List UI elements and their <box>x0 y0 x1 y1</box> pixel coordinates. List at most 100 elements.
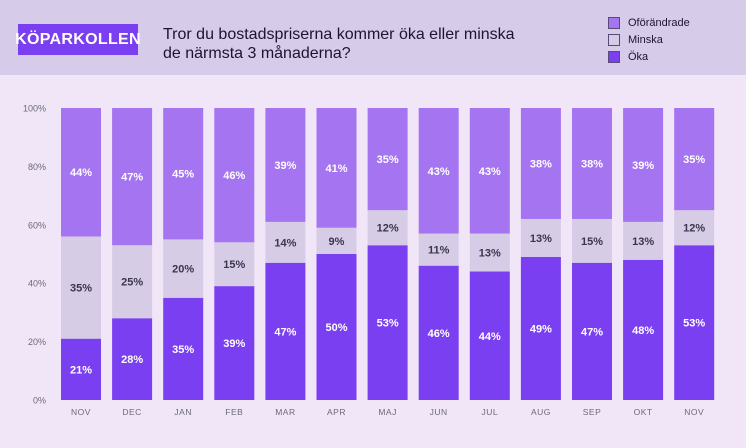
bar-segment-oka <box>214 286 255 400</box>
legend-item-oka: Öka <box>608 48 690 65</box>
data-label-minska: 20% <box>172 264 194 276</box>
x-tick-label: NOV <box>71 407 91 417</box>
data-label-oka: 53% <box>377 318 399 330</box>
y-tick-label: 60% <box>28 220 46 230</box>
bar-segment-oforandrade <box>623 108 664 222</box>
data-label-oka: 35% <box>172 344 194 356</box>
x-tick-label: OKT <box>634 407 653 417</box>
bar-segment-minska <box>265 221 306 263</box>
legend-swatch-minska <box>608 33 620 46</box>
data-label-oka: 44% <box>479 331 501 343</box>
bar-segment-minska <box>674 210 715 246</box>
x-tick-label: JUN <box>430 407 448 417</box>
data-label-minska: 15% <box>223 259 245 271</box>
bar-segment-oforandrade <box>112 108 153 246</box>
data-label-oforandrade: 38% <box>530 158 552 170</box>
bar-segment-minska <box>572 218 612 263</box>
data-label-oforandrade: 41% <box>325 163 347 175</box>
y-tick-label: 20% <box>28 337 46 347</box>
data-label-oforandrade: 44% <box>70 167 92 179</box>
bar-segment-minska <box>163 239 204 298</box>
data-label-oforandrade: 35% <box>377 154 399 166</box>
chart-title: Tror du bostadspriserna kommer öka eller… <box>163 25 563 63</box>
bar-segment-oforandrade <box>61 108 101 237</box>
y-tick-label: 100% <box>23 104 46 114</box>
x-tick-label: JUL <box>481 407 498 417</box>
data-label-oka: 39% <box>223 338 245 350</box>
legend-item-minska: Minska <box>608 31 690 48</box>
bar-segment-oforandrade <box>367 108 408 211</box>
bar-segment-oka <box>367 245 408 400</box>
bar-segment-oka <box>61 338 101 400</box>
data-label-minska: 13% <box>479 248 501 260</box>
legend-swatch-oka <box>608 50 620 63</box>
chart-title-line-2: de närmsta 3 månaderna? <box>163 45 351 62</box>
data-label-oforandrade: 39% <box>274 160 296 172</box>
bar-segment-oka <box>674 245 715 400</box>
bar-segment-oforandrade <box>572 108 612 219</box>
bar-segment-minska <box>112 245 153 319</box>
brand-badge: KÖPARKOLLEN <box>15 24 141 55</box>
data-label-oforandrade: 38% <box>581 158 603 170</box>
data-label-minska: 15% <box>581 236 603 248</box>
data-label-oka: 47% <box>581 326 603 338</box>
bar-segment-oforandrade <box>163 108 204 240</box>
y-tick-label: 80% <box>28 162 46 172</box>
data-label-oka: 53% <box>683 318 705 330</box>
chart-title-line-1: Tror du bostadspriserna kommer öka eller… <box>163 26 515 43</box>
x-tick-label: APR <box>327 407 346 417</box>
x-tick-label: FEB <box>225 407 243 417</box>
bar-segment-minska <box>418 233 459 266</box>
bar-segment-oforandrade <box>674 108 715 211</box>
data-label-minska: 13% <box>530 233 552 245</box>
legend-item-oforandrade: Oförändrade <box>608 14 690 31</box>
data-label-minska: 13% <box>632 236 654 248</box>
bar-segment-minska <box>61 236 101 339</box>
data-label-oforandrade: 46% <box>223 170 245 182</box>
data-label-minska: 12% <box>377 223 399 235</box>
data-label-minska: 14% <box>274 237 296 249</box>
bar-segment-oka <box>572 262 612 400</box>
x-tick-label: SEP <box>583 407 602 417</box>
legend-swatch-oforandrade <box>608 16 620 29</box>
bar-segment-oka <box>316 254 357 400</box>
bar-segment-minska <box>623 221 664 260</box>
data-label-oforandrade: 43% <box>428 166 450 178</box>
data-label-oka: 48% <box>632 325 654 337</box>
data-label-oforandrade: 35% <box>683 154 705 166</box>
legend: Oförändrade Minska Öka <box>608 14 690 65</box>
data-label-oka: 28% <box>121 354 143 366</box>
bar-segment-oforandrade <box>214 108 255 243</box>
data-label-oforandrade: 47% <box>121 172 143 184</box>
x-tick-label: MAR <box>275 407 295 417</box>
bar-segment-oka <box>469 271 510 400</box>
bar-segment-oforandrade <box>265 108 306 222</box>
data-label-minska: 25% <box>121 277 143 289</box>
bar-segment-oka <box>520 256 561 400</box>
data-label-oka: 50% <box>325 322 347 334</box>
legend-label-minska: Minska <box>628 33 663 46</box>
header-band: KÖPARKOLLEN Tror du bostadspriserna komm… <box>0 0 746 75</box>
bar-segment-oforandrade <box>520 108 561 219</box>
bar-segment-oforandrade <box>469 108 510 234</box>
data-label-oka: 21% <box>70 364 92 376</box>
bar-segment-minska <box>520 218 561 257</box>
data-label-minska: 35% <box>70 283 92 295</box>
bar-segment-oka <box>418 265 459 400</box>
bar-segment-oka <box>112 318 153 400</box>
data-label-minska: 11% <box>428 245 450 257</box>
bar-segment-minska <box>469 233 510 272</box>
x-tick-label: NOV <box>684 407 704 417</box>
x-tick-label: DEC <box>122 407 141 417</box>
bar-segment-minska <box>316 227 357 254</box>
data-label-oka: 49% <box>530 323 552 335</box>
data-label-oka: 47% <box>274 326 296 338</box>
data-label-minska: 12% <box>683 223 705 235</box>
bar-segment-minska <box>214 242 255 287</box>
bar-segment-oka <box>163 297 204 400</box>
data-label-oforandrade: 39% <box>632 160 654 172</box>
data-label-oka: 46% <box>428 328 450 340</box>
data-label-minska: 9% <box>329 236 345 248</box>
x-tick-label: AUG <box>531 407 551 417</box>
